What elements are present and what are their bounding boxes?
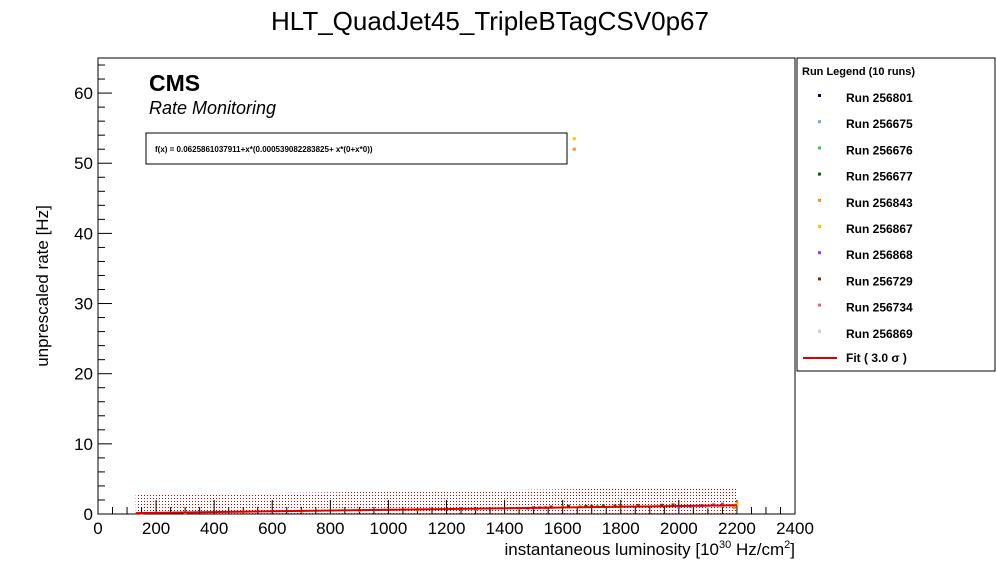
x-tick-label: 1600 <box>544 519 582 538</box>
x-tick-label: 1200 <box>428 519 466 538</box>
legend-entry-label: Run 256677 <box>846 170 913 184</box>
legend-entry-label: Run 256867 <box>846 222 913 236</box>
axis-ticks-layer: 0 200 400 600 800 1000 1200 1400 1600 1800 2000 220… <box>74 64 814 538</box>
legend-marker <box>818 146 821 150</box>
legend-marker <box>818 225 821 228</box>
data-point <box>671 503 675 507</box>
legend-marker <box>818 303 821 307</box>
legend-marker <box>818 120 821 124</box>
x-axis-label-exp2: 2 <box>784 539 790 551</box>
legend-entry-label: Run 256869 <box>846 327 913 341</box>
data-point <box>735 502 739 506</box>
data-points-layer <box>140 137 739 515</box>
y-tick-label: 30 <box>74 295 93 314</box>
data-point <box>732 506 736 510</box>
data-point <box>706 505 710 509</box>
x-tick-label: 2400 <box>776 519 814 538</box>
chart-title: HLT_QuadJet45_TripleBTagCSV0p67 <box>271 6 709 36</box>
data-point <box>572 147 576 151</box>
legend-marker <box>818 94 821 97</box>
legend-entry-label: Run 256676 <box>846 143 913 157</box>
x-tick-label: 800 <box>316 519 344 538</box>
plot-frame <box>97 57 796 515</box>
fit-formula: f(x) = 0.0625861037911+x*(0.000539082283… <box>155 145 373 154</box>
legend-entry-label: Run 256868 <box>846 248 913 262</box>
legend-entry-label: Run 256801 <box>846 91 913 105</box>
legend-marker <box>818 172 821 176</box>
legend-entry-label: Run 256675 <box>846 117 913 131</box>
y-tick-label: 60 <box>74 84 93 103</box>
legend-title: Run Legend (10 runs) <box>802 66 915 78</box>
legend-box <box>796 57 996 372</box>
legend-entry-label: Run 256843 <box>846 196 913 210</box>
data-point <box>720 502 724 506</box>
x-tick-label: 600 <box>258 519 286 538</box>
x-tick-label: 1800 <box>602 519 640 538</box>
y-tick-label: 0 <box>84 505 93 524</box>
legend-marker <box>818 277 821 281</box>
x-tick-label: 1400 <box>486 519 524 538</box>
fit-line-layer <box>135 504 737 515</box>
x-axis-label-mid: Hz/cm <box>731 540 784 559</box>
fit-formula-box <box>145 132 568 165</box>
y-axis-label: unprescaled rate [Hz] <box>33 205 52 367</box>
x-axis-label-end: ] <box>790 540 795 559</box>
legend-entry-label: Run 256729 <box>846 274 913 288</box>
legend-marker <box>818 198 821 202</box>
y-tick-label: 40 <box>74 224 93 243</box>
x-tick-label: 1000 <box>370 519 408 538</box>
data-point <box>572 137 576 141</box>
legend-fit-label: Fit ( 3.0 σ ) <box>846 351 907 365</box>
legend-marker <box>818 329 821 333</box>
x-tick-label: 200 <box>142 519 170 538</box>
x-axis-label: instantaneous luminosity [1030 Hz/cm2] <box>504 539 795 559</box>
fit-line <box>135 504 737 515</box>
data-point <box>601 504 605 508</box>
x-tick-label: 2200 <box>718 519 756 538</box>
x-tick-label: 2000 <box>660 519 698 538</box>
legend-entries: Run 256801 Run 256675 Run 256676 Run 256677… <box>803 91 913 365</box>
x-tick-label: 400 <box>200 519 228 538</box>
x-axis-label-exp: 30 <box>719 539 731 551</box>
y-tick-label: 20 <box>74 365 93 384</box>
y-tick-label: 10 <box>74 435 93 454</box>
y-tick-label: 50 <box>74 154 93 173</box>
x-axis-label-main: instantaneous luminosity [10 <box>504 540 719 559</box>
legend-entry-label: Run 256734 <box>846 301 913 315</box>
legend-marker <box>818 251 821 255</box>
cms-label: CMS <box>149 70 200 96</box>
x-tick-label: 0 <box>93 519 102 538</box>
cms-sublabel: Rate Monitoring <box>149 98 276 118</box>
